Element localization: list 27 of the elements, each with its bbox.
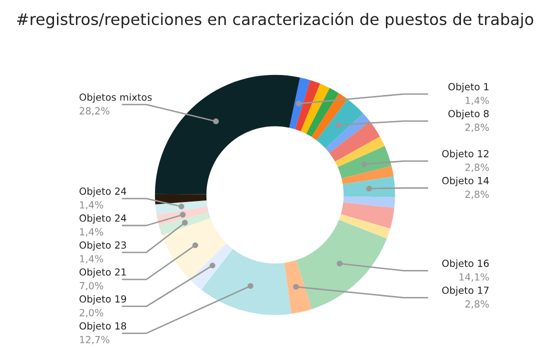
- data-label: 2,8%: [465, 300, 489, 309]
- slice-label: Objeto 18: [80, 322, 126, 332]
- slice-label: Objeto 23: [80, 241, 126, 251]
- slice-label: Objeto 12: [442, 150, 488, 160]
- slice-label: Objeto 19: [80, 295, 126, 305]
- data-label: 12,7%: [80, 336, 110, 344]
- data-label: 1,4%: [80, 255, 104, 264]
- chart-title: #registros/repeticiones en caracterización de puestos de trabajo: [17, 12, 534, 28]
- data-label: 1,4%: [466, 96, 489, 106]
- data-label: 2,8%: [465, 190, 489, 199]
- data-label: 2,8%: [465, 164, 489, 172]
- data-label: 7,0%: [80, 282, 104, 290]
- slice-label: Objetos mixtos: [80, 93, 152, 103]
- slice-label: Objeto 21: [80, 268, 126, 278]
- slice-label: Objeto 8: [448, 110, 489, 120]
- slice-label: Objeto 16: [442, 259, 489, 269]
- slice-label: Objeto 24: [80, 214, 126, 224]
- slice-label: Objeto 14: [442, 176, 489, 186]
- data-label: 2,8%: [465, 124, 489, 132]
- data-label: 1,4%: [80, 201, 104, 210]
- data-label: 28,2%: [80, 107, 110, 116]
- slice-label: Objeto 24: [80, 187, 126, 197]
- slice-label: Objeto 17: [442, 286, 489, 296]
- data-label: 2,0%: [80, 308, 104, 318]
- data-label: 1,4%: [80, 228, 104, 236]
- data-label: 14,1%: [460, 273, 489, 282]
- slice-label: Objeto 1: [448, 82, 488, 92]
